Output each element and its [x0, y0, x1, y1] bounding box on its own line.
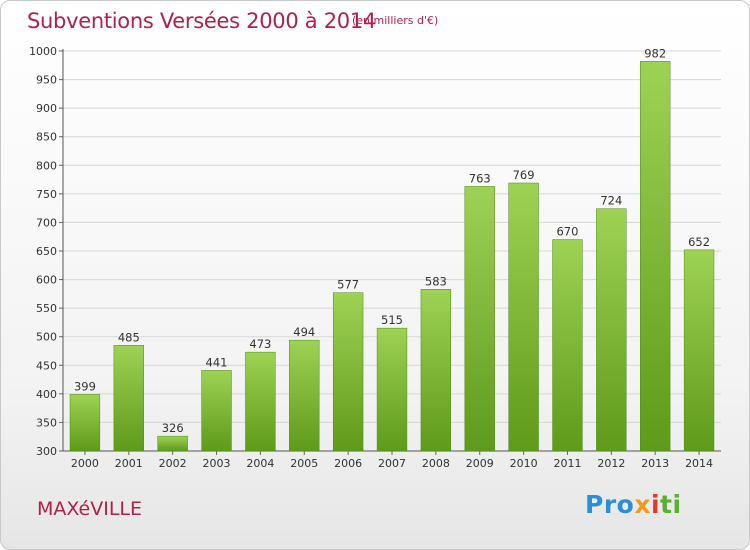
y-tick-label: 950 [36, 74, 57, 87]
x-tick-label: 2014 [685, 457, 713, 470]
logo-part: i [650, 490, 661, 519]
bar [157, 435, 188, 452]
data-label: 763 [469, 171, 491, 185]
y-tick-label: 300 [36, 445, 57, 458]
bar [640, 61, 671, 452]
bar [420, 289, 452, 452]
data-label: 515 [381, 313, 403, 327]
x-tick-label: 2001 [115, 457, 143, 470]
proxiti-logo: Proxiti [585, 490, 682, 519]
x-tick-label: 2011 [553, 457, 581, 470]
y-tick-label: 500 [36, 331, 57, 344]
y-tick-label: 1000 [29, 45, 57, 58]
x-tick-label: 2013 [641, 457, 669, 470]
logo-part: Pro [585, 490, 635, 519]
data-label: 670 [556, 225, 578, 239]
data-label: 485 [118, 330, 140, 344]
y-tick-label: 600 [36, 274, 57, 287]
bar [201, 370, 232, 452]
y-tick-label: 400 [36, 388, 57, 401]
bar [332, 292, 364, 452]
bar [464, 186, 495, 452]
bar [113, 345, 144, 452]
bar [245, 351, 276, 452]
x-tick-label: 2003 [203, 457, 231, 470]
chart-subtitle: (en milliers d'€) [352, 14, 439, 27]
y-tick-label: 350 [36, 416, 57, 429]
data-label: 982 [644, 46, 666, 60]
x-tick-label: 2006 [334, 457, 362, 470]
bar [552, 239, 583, 452]
data-label: 652 [688, 235, 710, 249]
y-tick-label: 800 [36, 159, 57, 172]
bar [69, 394, 101, 452]
chart-title: Subventions Versées 2000 à 2014 [27, 9, 376, 33]
data-label: 399 [74, 379, 96, 393]
data-label: 577 [337, 278, 359, 292]
y-tick-label: 550 [36, 302, 57, 315]
x-tick-label: 2008 [422, 457, 450, 470]
bar [289, 339, 320, 452]
x-tick-label: 2002 [159, 457, 187, 470]
town-name: MAXéVILLE [37, 498, 143, 520]
y-tick-label: 900 [36, 102, 57, 115]
data-label: 473 [249, 337, 271, 351]
data-label: 769 [513, 168, 535, 182]
data-label: 494 [293, 325, 315, 339]
y-tick-label: 850 [36, 131, 57, 144]
x-tick-label: 2004 [246, 457, 274, 470]
bar [376, 327, 408, 452]
data-label: 326 [162, 421, 184, 435]
x-tick-label: 2005 [290, 457, 318, 470]
data-label: 441 [206, 355, 228, 369]
bar [508, 182, 539, 452]
labels: 300 350 400 450 500 550 600 650 700 750 800 850 900 9… [29, 45, 713, 470]
y-tick-label: 650 [36, 245, 57, 258]
x-tick-label: 2007 [378, 457, 406, 470]
logo-part: x [634, 490, 651, 519]
logo-part: ti [660, 490, 682, 519]
y-tick-label: 450 [36, 359, 57, 372]
y-tick-label: 750 [36, 188, 57, 201]
x-tick-label: 2010 [510, 457, 538, 470]
x-tick-label: 2000 [71, 457, 99, 470]
bar [683, 249, 715, 452]
x-tick-label: 2009 [466, 457, 494, 470]
bar [596, 208, 627, 452]
data-label: 583 [425, 274, 447, 288]
data-label: 724 [600, 194, 622, 208]
x-tick-label: 2012 [597, 457, 625, 470]
y-tick-label: 700 [36, 216, 57, 229]
bars [69, 61, 715, 452]
